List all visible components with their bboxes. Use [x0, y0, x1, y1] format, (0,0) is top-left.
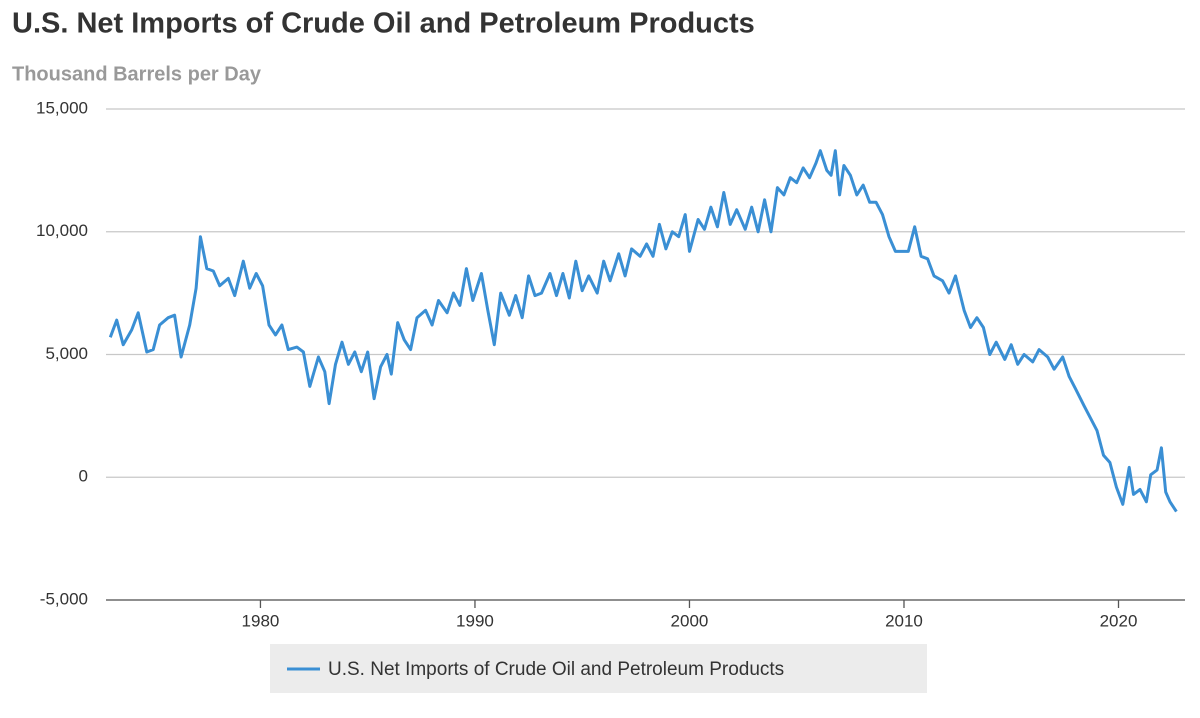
y-tick-label: 15,000 — [36, 98, 88, 117]
legend-label: U.S. Net Imports of Crude Oil and Petrol… — [328, 659, 784, 680]
x-tick-label: 1990 — [456, 611, 494, 630]
y-tick-label: 10,000 — [36, 221, 88, 240]
x-tick-label: 2000 — [671, 611, 709, 630]
data-line — [108, 149, 1178, 513]
y-tick-label: 0 — [79, 467, 88, 486]
legend-box — [270, 644, 927, 693]
x-tick-label: 2010 — [885, 611, 923, 630]
chart-subtitle: Thousand Barrels per Day — [12, 63, 262, 85]
y-tick-label: -5,000 — [40, 589, 88, 608]
chart-title: U.S. Net Imports of Crude Oil and Petrol… — [12, 8, 755, 40]
y-tick-label: 5,000 — [45, 344, 88, 363]
x-tick-label: 2020 — [1100, 611, 1138, 630]
x-tick-label: 1980 — [242, 611, 280, 630]
